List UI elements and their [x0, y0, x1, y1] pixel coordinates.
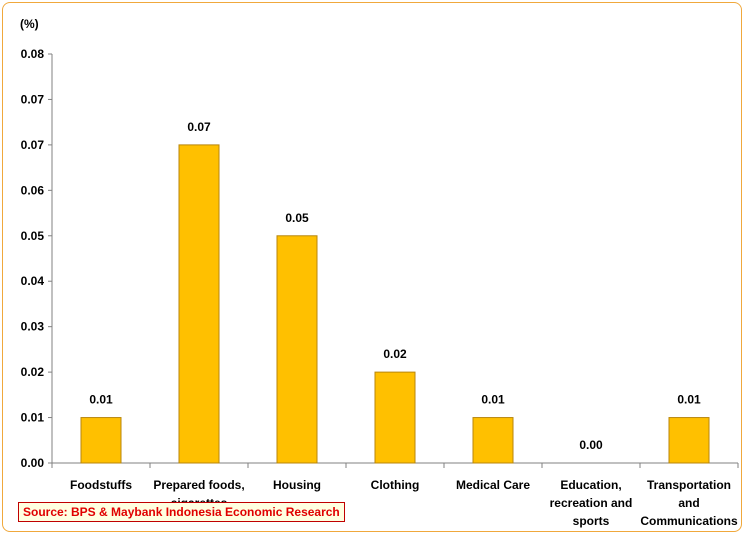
data-label: 0.00 — [579, 438, 603, 452]
data-label: 0.01 — [677, 393, 701, 407]
bar — [80, 417, 122, 464]
category-label-line: Transportation — [647, 478, 731, 492]
category-label: Clothing — [371, 478, 420, 492]
y-tick-label: 0.07 — [21, 92, 45, 106]
data-label: 0.02 — [383, 347, 407, 361]
y-tick-label: 0.01 — [21, 411, 45, 425]
category-label: Foodstuffs — [70, 478, 132, 492]
y-tick-label: 0.02 — [21, 365, 45, 379]
bar — [472, 417, 514, 464]
category-label: Transportation and Communications — [640, 478, 738, 528]
y-tick-label: 0.07 — [21, 138, 45, 152]
data-label: 0.01 — [481, 393, 505, 407]
bar — [668, 417, 710, 464]
category-label-line: Clothing — [371, 478, 420, 492]
category-label: Medical Care — [456, 478, 530, 492]
source-note: Source: BPS & Maybank Indonesia Economic… — [18, 502, 345, 522]
data-label: 0.05 — [285, 211, 309, 225]
y-tick-label: 0.04 — [21, 274, 45, 288]
category-label-line: sports — [573, 514, 610, 528]
category-label-line: Education, — [560, 478, 621, 492]
bar — [276, 235, 318, 464]
bars — [80, 144, 710, 464]
category-label-line: Housing — [273, 478, 321, 492]
y-tick-labels: 0.00 0.01 0.02 0.03 0.04 0.05 0.06 0.07 0.07 0.08 — [21, 47, 52, 470]
category-label-line: Prepared foods, — [153, 478, 244, 492]
y-tick-label: 0.06 — [21, 183, 45, 197]
y-tick-label: 0.00 — [21, 456, 45, 470]
bar — [178, 144, 220, 464]
data-label: 0.01 — [89, 393, 113, 407]
data-label: 0.07 — [187, 120, 211, 134]
bar — [374, 371, 416, 464]
category-label-line: Communications — [640, 514, 738, 528]
category-label: Education, recreation and sports — [550, 478, 633, 528]
y-tick-label: 0.05 — [21, 229, 45, 243]
y-unit-label: (%) — [20, 17, 39, 31]
category-label-line: recreation and — [550, 496, 633, 510]
category-label: Housing — [273, 478, 321, 492]
category-label-line: Foodstuffs — [70, 478, 132, 492]
y-tick-label: 0.08 — [21, 47, 45, 61]
data-labels: 0.01 0.07 0.05 0.02 0.01 0.00 0.01 — [89, 120, 701, 452]
y-tick-label: 0.03 — [21, 320, 45, 334]
category-label-line: Medical Care — [456, 478, 530, 492]
category-label-line: and — [678, 496, 699, 510]
